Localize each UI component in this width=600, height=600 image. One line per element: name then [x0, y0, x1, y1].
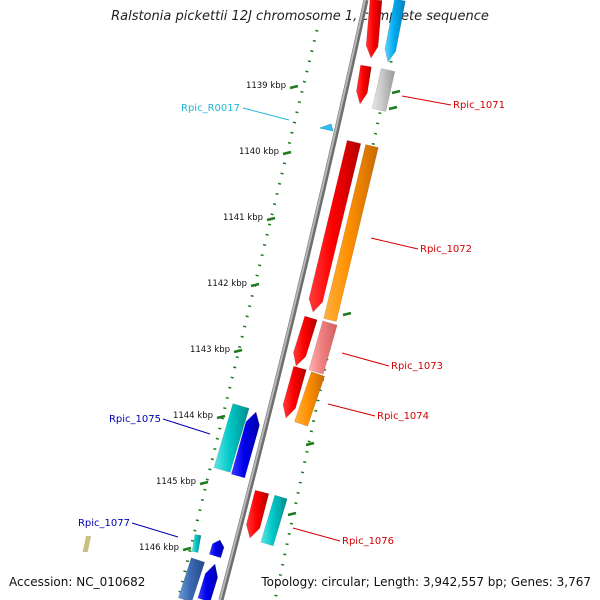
gene-label-leader-line	[242, 107, 290, 121]
gene-block-cyan-1076	[260, 494, 288, 547]
minor-tick-mark	[305, 441, 315, 447]
gene-label: Rpic_1076	[342, 536, 394, 547]
kbp-tick-label: 1142 kbp	[207, 279, 247, 289]
kbp-tick-label: 1143 kbp	[190, 345, 230, 355]
kbp-tick-mark	[289, 84, 299, 90]
gene-label-leader-line	[370, 237, 419, 250]
kbp-tick-mark	[250, 282, 260, 288]
gene-label: Rpic_1073	[391, 361, 443, 372]
gene-arrow-rpic-1071-red	[356, 64, 372, 105]
tick-track-right	[273, 19, 402, 600]
gene-arrow-blue-1075	[230, 411, 260, 479]
gene-arrow-sky	[384, 0, 406, 63]
gene-arrow-rpic-1070-red	[365, 0, 383, 59]
rna-marker-rpic-r0017	[319, 123, 334, 132]
gene-label-leader-line	[162, 418, 211, 435]
gene-arrow-blue-bottom	[197, 563, 219, 600]
kbp-tick-mark	[199, 480, 209, 486]
kbp-tick-mark	[216, 414, 226, 420]
minor-tick-mark	[388, 105, 398, 111]
tick-track-left	[176, 29, 319, 600]
gene-label: Rpic_1072	[420, 244, 472, 255]
gene-arrow-rpic-1072-red	[308, 140, 362, 313]
minor-tick-mark	[287, 511, 297, 517]
kbp-tick-label: 1144 kbp	[173, 411, 213, 421]
gene-label-leader-line	[341, 352, 390, 367]
gene-block-gray	[371, 68, 396, 112]
gene-label: Rpic_1075	[109, 414, 161, 425]
kbp-tick-mark	[182, 546, 192, 552]
gene-block-tan	[82, 536, 92, 552]
minor-tick-mark	[391, 89, 401, 95]
gene-block-cyan-1075	[213, 403, 250, 473]
kbp-tick-mark	[233, 348, 243, 354]
kbp-tick-mark	[282, 150, 292, 156]
gene-arrow-rpic-1073-red	[293, 315, 318, 367]
kbp-tick-label: 1140 kbp	[239, 147, 279, 157]
kbp-tick-label: 1146 kbp	[139, 543, 179, 553]
gene-label-leader-line	[327, 403, 376, 417]
gene-label-leader-line	[292, 527, 341, 542]
gene-arrow-rpic-1074-red	[282, 365, 307, 419]
gene-block-steel	[177, 557, 206, 600]
kbp-tick-mark	[266, 216, 276, 222]
gene-block-orange-1072	[323, 144, 379, 322]
kbp-tick-label: 1141 kbp	[223, 213, 263, 223]
gene-label: Rpic_1071	[453, 100, 505, 111]
genome-summary-text: Topology: circular; Length: 3,942,557 bp…	[261, 575, 591, 589]
gene-label: Rpic_R0017	[181, 103, 240, 114]
accession-text: Accession: NC_010682	[9, 575, 146, 589]
minor-tick-mark	[342, 311, 352, 317]
kbp-tick-label: 1139 kbp	[246, 81, 286, 91]
gene-block-cyan-1077	[191, 534, 202, 553]
kbp-tick-label: 1145 kbp	[156, 477, 196, 487]
gene-block-orange-1074	[294, 371, 325, 427]
gene-label-leader-line	[131, 522, 179, 538]
gene-block-pink-1073	[308, 320, 338, 375]
gene-label: Rpic_1074	[377, 411, 429, 422]
gene-arrow-rpic-1076-red	[245, 489, 270, 539]
gene-label: Rpic_1077	[78, 518, 130, 529]
gene-arrow-blue-1077	[208, 539, 225, 559]
gene-label-leader-line	[401, 95, 452, 106]
